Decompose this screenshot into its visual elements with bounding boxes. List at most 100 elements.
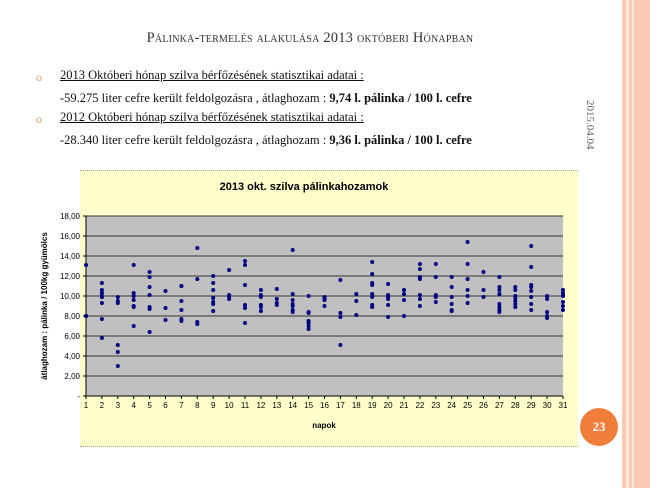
- data-point: [465, 240, 470, 244]
- x-tick-label: 24: [447, 401, 456, 410]
- data-point: [529, 244, 534, 248]
- data-point: [227, 268, 232, 272]
- data-point: [529, 295, 534, 299]
- data-point: [465, 301, 470, 305]
- data-point: [417, 277, 422, 281]
- x-tick-label: 1: [84, 401, 89, 410]
- data-point: [211, 288, 216, 292]
- data-point: [306, 327, 311, 331]
- data-point: [417, 297, 422, 301]
- data-point: [529, 302, 534, 306]
- bullet-detail-2013: -59.275 liter cefre került feldolgozásra…: [60, 91, 472, 105]
- data-point: [290, 298, 295, 302]
- data-point: [513, 305, 518, 309]
- data-point: [386, 303, 391, 307]
- data-point: [99, 317, 104, 321]
- data-point: [561, 300, 565, 304]
- data-point: [465, 277, 470, 281]
- data-point: [179, 319, 184, 323]
- data-point: [529, 265, 534, 269]
- x-tick-label: 18: [352, 401, 361, 410]
- data-point: [322, 298, 327, 302]
- decorative-strip-line: [632, 0, 634, 488]
- data-point: [163, 318, 168, 322]
- data-point: [370, 295, 375, 299]
- data-point: [545, 294, 550, 298]
- data-point: [481, 270, 486, 274]
- data-point: [433, 295, 438, 299]
- data-point: [99, 291, 104, 295]
- data-point: [513, 288, 518, 292]
- x-tick-label: 11: [241, 401, 250, 410]
- y-tick-label: 16,00: [60, 232, 81, 241]
- data-point: [545, 316, 550, 320]
- data-point: [306, 294, 311, 298]
- x-tick-label: 14: [288, 401, 297, 410]
- x-tick-label: 29: [527, 401, 536, 410]
- data-point: [561, 288, 565, 292]
- data-point: [449, 285, 454, 289]
- data-point: [243, 306, 247, 310]
- data-point: [274, 303, 279, 307]
- data-point: [481, 288, 486, 292]
- data-point: [115, 364, 120, 368]
- data-point: [147, 293, 152, 297]
- data-point: [243, 303, 247, 307]
- x-tick-label: 22: [415, 401, 424, 410]
- data-point: [195, 277, 200, 281]
- data-point: [386, 297, 391, 301]
- x-tick-label: 26: [479, 401, 488, 410]
- data-point: [163, 306, 168, 310]
- data-point: [417, 267, 422, 271]
- data-point: [274, 297, 279, 301]
- data-point: [147, 330, 152, 334]
- data-point: [417, 293, 422, 297]
- y-tick-label: 2,00: [64, 372, 80, 381]
- page-number-badge: 23: [580, 408, 618, 446]
- bullet-detail-2012: -28.340 liter cefre került feldolgozásra…: [60, 133, 472, 147]
- chart-title: 2013 okt. szilva pálinkahozamok: [220, 181, 390, 193]
- bullet-heading-2013: 2013 Októberi hónap szilva bérfőzésének …: [60, 68, 364, 82]
- data-point: [449, 275, 454, 279]
- data-point: [147, 285, 152, 289]
- data-point: [243, 259, 247, 263]
- data-point: [115, 343, 120, 347]
- y-axis-label: átlaghozam : pálinka / 100kg gyümölcs: [40, 232, 49, 380]
- data-point: [354, 292, 359, 296]
- data-point: [529, 308, 534, 312]
- data-point: [561, 294, 565, 298]
- data-point: [497, 285, 502, 289]
- data-point: [258, 309, 263, 313]
- data-point: [338, 278, 343, 282]
- data-point: [99, 336, 104, 340]
- data-point: [465, 288, 470, 292]
- data-point: [306, 321, 311, 325]
- data-point: [84, 263, 88, 267]
- data-point: [529, 289, 534, 293]
- data-point: [131, 263, 136, 267]
- data-point: [402, 298, 406, 302]
- data-point: [258, 305, 263, 309]
- data-point: [529, 285, 534, 289]
- data-point: [402, 314, 406, 318]
- data-point: [179, 299, 184, 303]
- data-point: [370, 272, 375, 276]
- data-point: [354, 313, 359, 317]
- x-tick-label: 2: [100, 401, 105, 410]
- y-tick-label: 18,00: [60, 212, 81, 221]
- data-point: [370, 283, 375, 287]
- data-point: [402, 288, 406, 292]
- x-tick-label: 3: [116, 401, 121, 410]
- data-point: [211, 281, 216, 285]
- data-point: [131, 298, 136, 302]
- data-point: [131, 305, 136, 309]
- data-point: [243, 263, 247, 267]
- x-tick-label: 17: [336, 401, 345, 410]
- data-point: [545, 310, 550, 314]
- data-point: [99, 288, 104, 292]
- y-tick-label: 8,00: [64, 312, 80, 321]
- data-point: [195, 246, 200, 250]
- decorative-strip-line: [626, 0, 629, 488]
- data-point: [465, 294, 470, 298]
- data-point: [386, 315, 391, 319]
